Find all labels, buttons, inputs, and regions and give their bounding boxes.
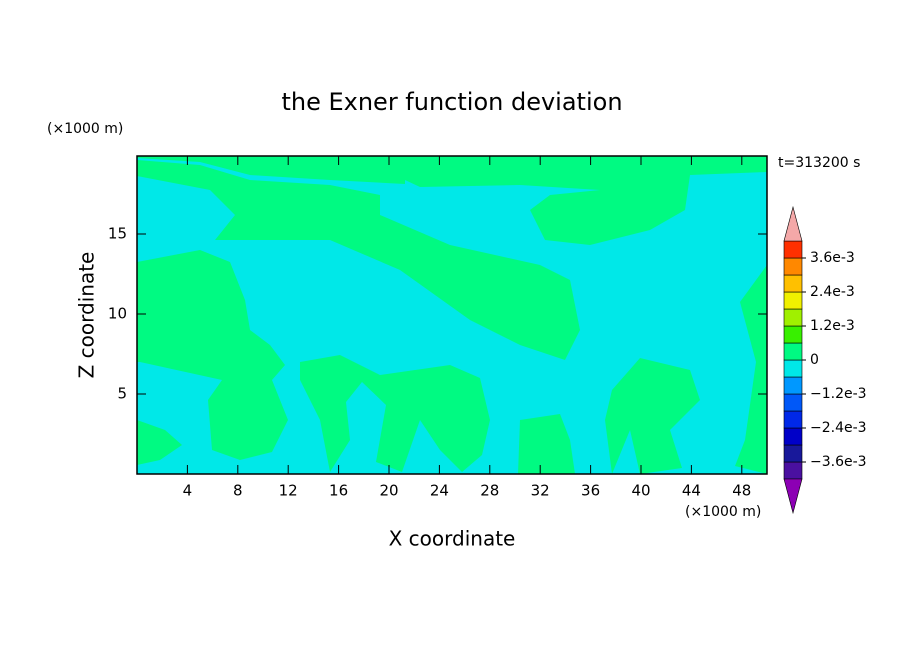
contour-region (137, 420, 182, 465)
x-tick-label: 44 (682, 482, 701, 500)
colorbar-tick-label: 0 (810, 352, 819, 368)
x-tick-label: 16 (329, 482, 348, 500)
colorbar-box (783, 240, 803, 259)
contour-region (518, 414, 575, 474)
x-tick-label: 24 (430, 482, 449, 500)
colorbar-box (783, 410, 803, 429)
chart-title: the Exner function deviation (281, 88, 622, 116)
colorbar-box (783, 393, 803, 412)
plot-frame (136, 155, 768, 475)
y-tick-label: 10 (108, 305, 127, 323)
x-tick-label: 20 (379, 482, 398, 500)
colorbar-under (783, 478, 803, 515)
x-tick-label: 8 (233, 482, 243, 500)
colorbar-box (783, 444, 803, 463)
contour-region (405, 156, 767, 245)
contour-region (137, 156, 405, 184)
x-tick-label: 28 (480, 482, 499, 500)
colorbar-box (783, 461, 803, 480)
x-tick-label: 40 (631, 482, 650, 500)
colorbar-tick-label: −3.6e-3 (810, 454, 867, 470)
x-unit: (×1000 m) (685, 504, 761, 520)
y-axis-label: Z coordinate (75, 252, 99, 379)
contour-field (137, 156, 767, 474)
colorbar-box (783, 308, 803, 327)
contour-region (605, 358, 700, 474)
contour-region (300, 355, 490, 472)
x-axis-label: X coordinate (389, 527, 516, 551)
colorbar-box (783, 359, 803, 378)
y-tick-label: 5 (117, 385, 127, 403)
colorbar-box (783, 325, 803, 344)
y-tick-label: 15 (108, 225, 127, 243)
x-tick-label: 12 (279, 482, 298, 500)
colorbar-box (783, 274, 803, 293)
colorbar-box (783, 376, 803, 395)
colorbar-tick-label: 2.4e-3 (810, 284, 855, 300)
colorbar-box (783, 291, 803, 310)
x-tick-label: 36 (581, 482, 600, 500)
colorbar-box (783, 257, 803, 276)
colorbar-tick-label: −2.4e-3 (810, 420, 867, 436)
colorbar-box (783, 427, 803, 446)
colorbar-over (783, 205, 803, 242)
contour-region (735, 265, 767, 474)
x-tick-label: 48 (732, 482, 751, 500)
colorbar-tick-label: −1.2e-3 (810, 386, 867, 402)
colorbar-tick-label: 3.6e-3 (810, 250, 855, 266)
colorbar-box (783, 342, 803, 361)
x-tick-label: 32 (531, 482, 550, 500)
contour-region (137, 160, 580, 360)
y-unit: (×1000 m) (47, 121, 123, 137)
colorbar-tick-label: 1.2e-3 (810, 318, 855, 334)
x-tick-label: 4 (183, 482, 193, 500)
contour-regions (137, 156, 767, 474)
time-label: t=313200 s (778, 155, 860, 171)
contour-region (137, 250, 288, 460)
